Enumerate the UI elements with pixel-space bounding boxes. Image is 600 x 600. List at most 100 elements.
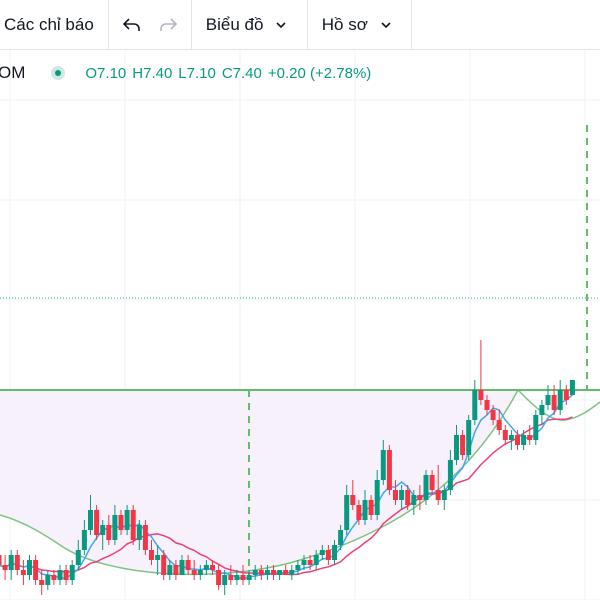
candle [344,485,350,535]
legend-open: O7.10 [85,64,127,82]
candle [8,550,14,580]
candle [252,565,258,580]
candle [374,470,380,520]
candle-body [393,490,398,500]
candle [490,405,496,425]
candle [240,565,246,585]
candle [161,550,167,580]
candle [466,415,472,460]
candle-body [69,565,75,580]
candle [63,565,69,585]
candle [167,560,173,580]
candle [118,510,124,535]
candle-body [502,430,508,440]
candle-body [136,525,142,540]
candle [447,450,453,495]
candle-body [81,530,87,550]
candle-body [283,570,289,575]
candle-body [533,415,539,440]
candle [325,545,331,565]
candle-body [39,580,45,585]
candle-body [368,500,374,515]
candle-body [441,490,447,500]
candle [478,340,484,405]
candle [563,385,569,405]
legend-high: H7.40 [132,64,173,82]
indicators-button[interactable]: Các chỉ báo [0,0,108,50]
candle-body [344,495,350,530]
candle [405,485,411,510]
candle [191,560,197,580]
candle [307,555,313,570]
candle [551,385,557,415]
candle [45,570,51,590]
candle-body [466,420,472,455]
candle [569,380,575,395]
chart-menu-button[interactable]: Biểu đồ [192,0,307,50]
candle-body [228,575,234,580]
candle-body [429,475,435,490]
candle-body [240,575,246,580]
chevron-down-icon [381,21,391,28]
candle [319,545,325,560]
candle [88,495,93,535]
candle-body [216,570,222,585]
candle-body [380,450,386,480]
candle [423,470,429,505]
legend-close: C7.40 [221,64,262,82]
candle [203,560,209,575]
candle-body [63,570,69,580]
candle-body [508,435,514,440]
symbol-name[interactable]: OM [0,63,26,82]
candle [149,540,154,565]
undo-icon[interactable] [122,17,142,33]
candle [283,565,289,575]
candle-body [447,460,453,490]
candle-body [557,390,563,410]
candle [81,520,87,555]
profile-menu-button[interactable]: Hồ sơ [308,0,411,50]
candle-body [51,575,57,580]
candle-body [338,530,344,545]
chevron-down-icon [276,21,287,28]
candle [350,480,356,510]
candle-body [222,575,228,585]
candle [362,490,368,525]
candle-body [112,515,118,540]
candle [313,550,319,570]
candle-body [295,565,301,570]
candle-body [264,570,270,575]
candle [234,570,240,585]
profile-menu-label: Hồ sơ [321,14,368,34]
candle [69,560,75,585]
candle [356,500,362,525]
candle-body [149,550,154,560]
candle [271,565,276,580]
candle-body [563,390,569,400]
candle-body [399,490,405,500]
redo-icon[interactable] [158,17,178,33]
candle-body [142,525,148,550]
candle [521,430,527,450]
legend-change: +0.20 (+2.78%) [267,64,372,82]
candle-body [75,550,81,565]
candle-body [478,390,484,400]
candle [399,485,405,510]
candle [130,505,136,545]
candle [454,425,459,465]
candle-body [106,525,112,540]
candle [210,560,215,575]
candle-body [252,570,258,575]
candle [20,560,26,585]
candle-body [2,565,8,570]
candle [14,550,20,575]
indicators-label: Các chỉ báo [4,14,94,34]
candle [155,545,161,575]
candle-body [118,515,124,530]
candle-body [460,435,466,455]
candle [179,555,185,575]
candle [435,465,441,505]
candle [539,400,545,425]
candle-body [545,395,551,405]
